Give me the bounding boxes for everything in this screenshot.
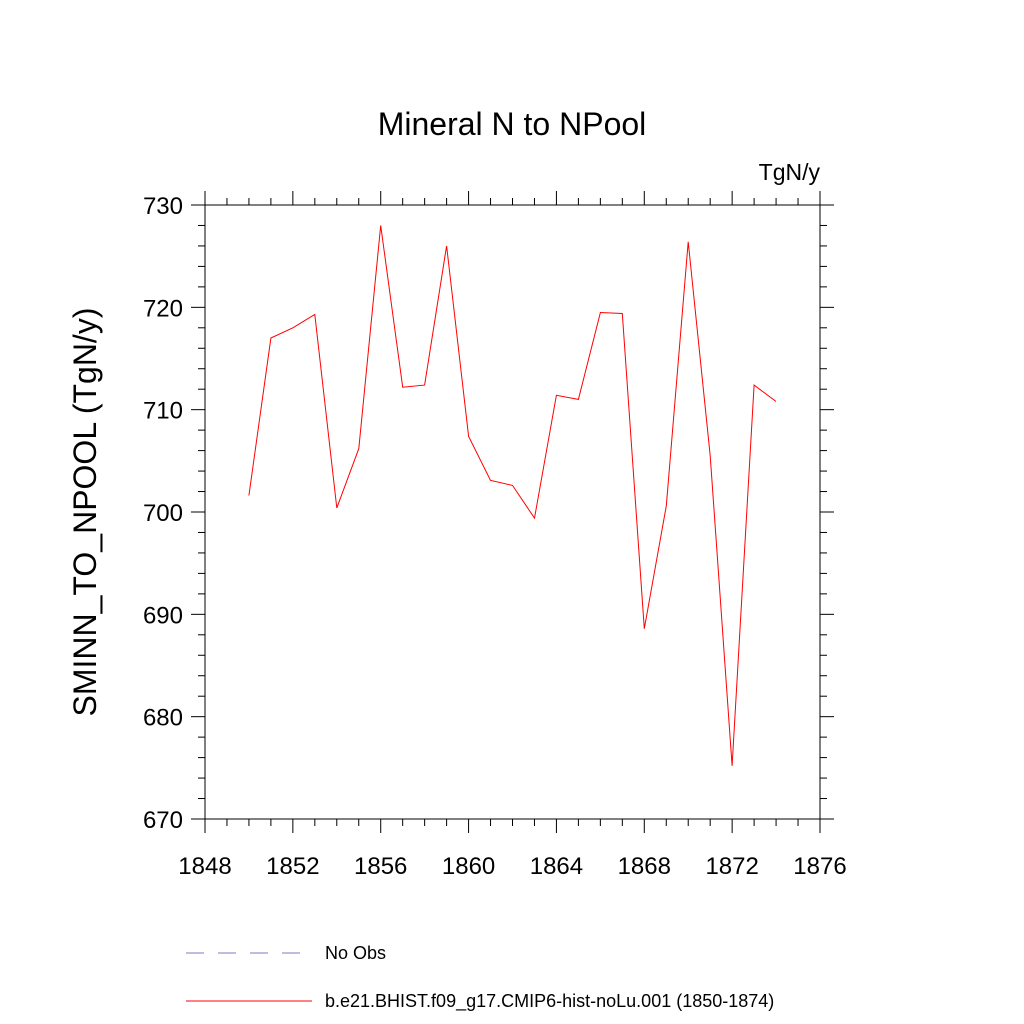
x-tick-label: 1856	[354, 853, 407, 880]
y-tick-label: 730	[143, 193, 183, 220]
series-line	[248, 225, 777, 766]
x-tick-label: 1848	[178, 853, 231, 880]
x-tick-label: 1868	[618, 853, 671, 880]
y-axis-label: SMINN_TO_NPOOL (TgN/y)	[67, 308, 103, 717]
x-tick-label: 1864	[530, 853, 583, 880]
axes: 1848 1852 1856 1860 1864 1868 1872 1876 670 680 69…	[143, 191, 847, 880]
y-tick-label: 720	[143, 295, 183, 322]
y-tick-label: 670	[143, 807, 183, 834]
y-tick-label: 710	[143, 398, 183, 425]
legend-label-no-obs: No Obs	[325, 943, 386, 963]
legend-label-model-run: b.e21.BHIST.f09_g17.CMIP6-hist-noLu.001 …	[325, 991, 774, 1012]
x-tick-label: 1876	[793, 853, 846, 880]
legend: No Obs b.e21.BHIST.f09_g17.CMIP6-hist-no…	[186, 943, 774, 1012]
y-tick-label: 680	[143, 705, 183, 732]
y-tick-label: 700	[143, 500, 183, 527]
x-tick-label: 1872	[705, 853, 758, 880]
y-tick-label: 690	[143, 602, 183, 629]
units-label: TgN/y	[759, 159, 821, 185]
x-tick-label: 1852	[266, 853, 319, 880]
chart-title: Mineral N to NPool	[378, 106, 647, 142]
series-layer	[248, 225, 777, 766]
x-tick-label: 1860	[442, 853, 495, 880]
plot-frame	[204, 204, 821, 820]
